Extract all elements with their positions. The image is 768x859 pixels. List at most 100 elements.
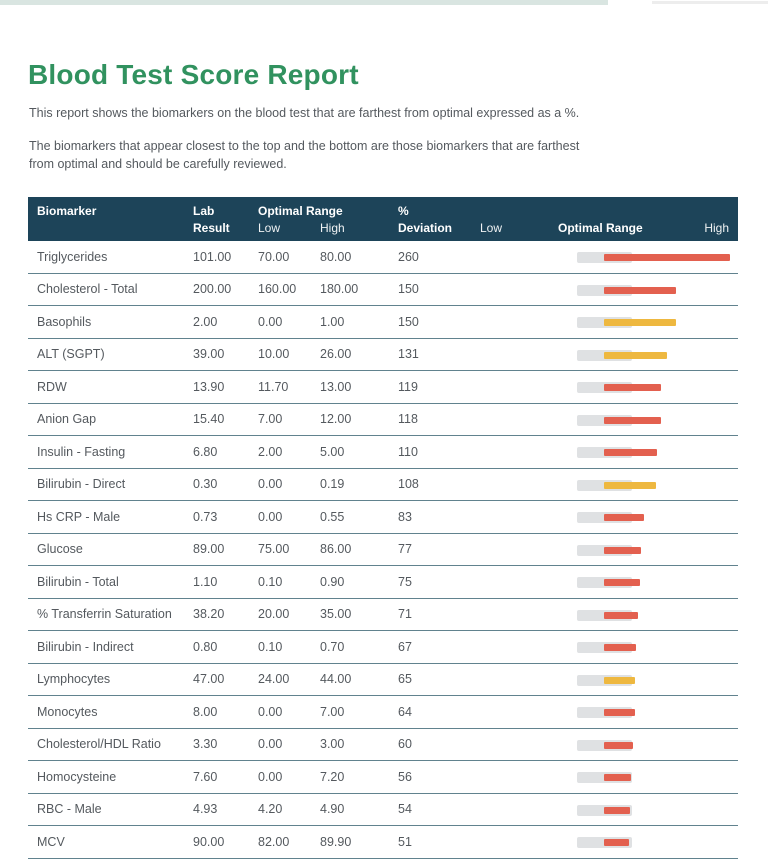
chart-header-low: Low [480,221,503,235]
deviation-bar [604,351,667,359]
deviation-bar [604,416,661,424]
lab-result-value: 200.00 [193,282,232,297]
deviation-bar [604,774,631,781]
lab-result-value: 38.20 [193,607,225,622]
table-row: Glucose 89.00 75.00 86.00 77 [28,534,738,566]
deviation-value: 83 [398,509,412,524]
optimal-low-value: 75.00 [258,542,290,557]
optimal-low-value: 11.70 [258,379,289,394]
table-row: MCV 90.00 82.00 89.90 51 [28,826,738,859]
table-header: Biomarker Lab Result Optimal Range Low H… [28,197,738,241]
deviation-value: 56 [398,769,412,784]
table-row: Lymphocytes 47.00 24.00 44.00 65 [28,664,738,696]
biomarker-name: RBC - Male [37,802,102,817]
deviation-value: 77 [398,542,412,557]
biomarker-name: Bilirubin - Direct [37,477,126,492]
table-row: Hs CRP - Male 0.73 0.00 0.55 83 [28,501,738,534]
deviation-bar [604,611,638,619]
biomarker-name: Bilirubin - Indirect [37,639,134,654]
optimal-low-value: 0.00 [258,509,283,524]
optimal-high-value: 180.00 [320,282,359,297]
biomarker-name: Hs CRP - Male [37,509,121,524]
biomarker-name: Homocysteine [37,769,117,784]
optimal-high-value: 5.00 [320,444,345,459]
deviation-value: 118 [398,412,418,427]
optimal-high-value: 4.90 [320,802,345,817]
deviation-bar [604,546,641,554]
optimal-high-value: 0.70 [320,639,345,654]
biomarker-name: RDW [37,379,67,394]
deviation-value: 60 [398,737,412,752]
table-row: Homocysteine 7.60 0.00 7.20 56 [28,761,738,794]
table-row: Bilirubin - Direct 0.30 0.00 0.19 108 [28,469,738,501]
deviation-value: 75 [398,574,412,589]
deviation-bar [604,254,730,261]
table-row: Bilirubin - Total 1.10 0.10 0.90 75 [28,566,738,599]
lab-result-value: 0.30 [193,477,218,492]
deviation-value: 71 [398,607,412,622]
optimal-high-value: 7.20 [320,769,345,784]
optimal-low-value: 4.20 [258,802,283,817]
optimal-low-value: 2.00 [258,444,283,459]
biomarker-name: Anion Gap [37,412,97,427]
lab-result-value: 0.73 [193,509,218,524]
deviation-bar [604,644,636,651]
deviation-bar [604,676,635,684]
deviation-value: 51 [398,834,412,849]
col-header-lab-line1: Lab [193,204,215,218]
optimal-low-value: 0.00 [258,769,283,784]
col-header-optimal-range: Optimal Range [258,204,343,218]
optimal-low-value: 0.10 [258,574,283,589]
col-header-low: Low [258,221,281,235]
biomarker-name: Insulin - Fasting [37,444,126,459]
deviation-bar [604,481,656,489]
table-row: Monocytes 8.00 0.00 7.00 64 [28,696,738,729]
optimal-high-value: 0.19 [320,477,345,492]
optimal-high-value: 13.00 [320,379,352,394]
table-row: ALT (SGPT) 39.00 10.00 26.00 131 [28,339,738,371]
intro-paragraph-1: This report shows the biomarkers on the … [29,105,580,120]
lab-result-value: 7.60 [193,769,218,784]
deviation-value: 110 [398,444,418,459]
table-row: % Transferrin Saturation 38.20 20.00 35.… [28,599,738,631]
lab-result-value: 89.00 [193,542,225,557]
intro-line-1: The biomarkers that appear closest to th… [29,138,580,153]
intro-paragraph-2: The biomarkers that appear closest to th… [29,137,579,173]
deviation-bar [604,514,644,521]
optimal-high-value: 3.00 [320,737,345,752]
optimal-high-value: 35.00 [320,607,352,622]
chart-header-high: High [704,221,729,235]
biomarker-name: Monocytes [37,704,98,719]
biomarker-name: Cholesterol - Total [37,282,138,297]
top-accent-strip-remnant [652,1,768,4]
deviation-value: 150 [398,282,419,297]
optimal-low-value: 0.00 [258,477,283,492]
biomarker-name: ALT (SGPT) [37,347,105,362]
optimal-high-value: 44.00 [320,672,352,687]
table-row: RBC - Male 4.93 4.20 4.90 54 [28,794,738,826]
col-header-biomarker: Biomarker [37,204,97,218]
deviation-value: 64 [398,704,412,719]
deviation-value: 65 [398,672,412,687]
biomarker-name: Cholesterol/HDL Ratio [37,737,161,752]
deviation-bar [604,449,657,456]
col-header-deviation-line1: % [398,204,409,218]
biomarker-name: Lymphocytes [37,672,111,687]
col-header-high: High [320,221,345,235]
lab-result-value: 0.80 [193,639,218,654]
col-header-deviation-line2: Deviation [398,221,453,235]
lab-result-value: 4.93 [193,802,218,817]
optimal-low-value: 24.00 [258,672,290,687]
table-row: Insulin - Fasting 6.80 2.00 5.00 110 [28,436,738,469]
optimal-high-value: 86.00 [320,542,352,557]
table-row: Cholesterol/HDL Ratio 3.30 0.00 3.00 60 [28,729,738,761]
deviation-value: 260 [398,249,419,264]
table-row: Cholesterol - Total 200.00 160.00 180.00… [28,274,738,306]
intro-line-2: from optimal and should be carefully rev… [29,156,287,171]
deviation-bar [604,741,633,749]
optimal-low-value: 0.00 [258,314,283,329]
optimal-high-value: 1.00 [320,314,345,329]
biomarker-name: Triglycerides [37,249,108,264]
optimal-high-value: 0.90 [320,574,345,589]
biomarker-table: Biomarker Lab Result Optimal Range Low H… [28,197,738,859]
